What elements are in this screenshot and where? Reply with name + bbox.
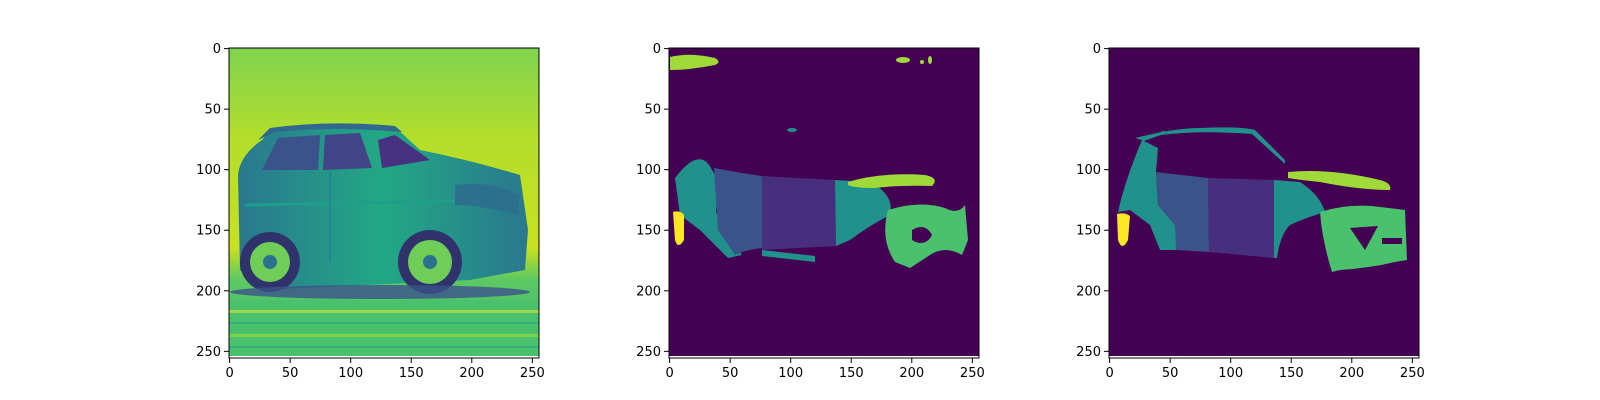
- car-roof: [258, 123, 402, 140]
- gt-part-front-door: [1208, 178, 1274, 258]
- panel-photo: [229, 48, 539, 356]
- car-window-middle: [323, 133, 372, 170]
- part-front-door: [762, 176, 836, 250]
- x-tick-label: 250: [1400, 366, 1425, 381]
- axes-frame: [228, 47, 540, 359]
- y-tick-label: 100: [1076, 163, 1101, 178]
- y-tick-label: 200: [1076, 284, 1101, 299]
- y-tick-label: 100: [636, 163, 661, 178]
- panel-predicted-mask: [669, 48, 979, 356]
- gt-part-rear-door: [1156, 172, 1209, 252]
- axes-panel-2: 0 50 100 150 200 250 0 50 100 150 200 250: [636, 42, 985, 381]
- x-tick-label: 150: [1279, 366, 1304, 381]
- axes-panel-1: 0 50 100 150 200 250 0 50 100 150 200 250: [196, 42, 545, 381]
- panel-ground-truth-mask: [1109, 48, 1419, 356]
- x-tick-label: 100: [338, 366, 363, 381]
- car-window-front: [378, 135, 430, 168]
- x-tick-label: 0: [225, 366, 233, 381]
- axes-panel-3: 0 50 100 150 200 250 0 50 100 150 200 250: [1076, 42, 1425, 381]
- y-tick-label: 0: [1093, 42, 1101, 57]
- y-tick-label: 250: [196, 345, 221, 360]
- gt-part-hood: [1288, 171, 1391, 190]
- x-tick-label: 0: [1105, 366, 1113, 381]
- x-tick-label: 150: [839, 366, 864, 381]
- x-tick-label: 250: [960, 366, 985, 381]
- y-tick-label: 100: [196, 163, 221, 178]
- y-tick-label: 0: [213, 42, 221, 57]
- x-tick-label: 200: [899, 366, 924, 381]
- y-tick-label: 200: [196, 284, 221, 299]
- y-tick-label: 150: [1076, 224, 1101, 239]
- blob-top-left: [670, 54, 719, 70]
- x-tick-label: 250: [520, 366, 545, 381]
- x-tick-label: 0: [665, 366, 673, 381]
- car-photo: [229, 123, 539, 356]
- part-tail-light: [673, 211, 684, 245]
- y-tick-label: 200: [636, 284, 661, 299]
- y-tick-label: 150: [196, 224, 221, 239]
- x-tick-label: 200: [1339, 366, 1364, 381]
- car-window-rear: [262, 135, 320, 170]
- y-tick-label: 50: [644, 103, 661, 118]
- y-tick-label: 50: [1084, 103, 1101, 118]
- x-tick-label: 150: [399, 366, 424, 381]
- y-tick-label: 250: [636, 345, 661, 360]
- y-tick-label: 0: [653, 42, 661, 57]
- x-tick-label: 50: [282, 366, 299, 381]
- gt-part-front-fender: [1274, 180, 1325, 258]
- x-tick-label: 50: [722, 366, 739, 381]
- part-front-fender: [835, 180, 891, 246]
- x-tick-label: 100: [778, 366, 803, 381]
- part-rear-door: [714, 168, 762, 255]
- y-tick-label: 250: [1076, 345, 1101, 360]
- x-tick-label: 50: [1162, 366, 1179, 381]
- y-tick-label: 150: [636, 224, 661, 239]
- axes-frame: [1108, 47, 1420, 359]
- part-hood: [848, 174, 935, 188]
- y-tick-label: 50: [204, 103, 221, 118]
- axes-frame: [668, 47, 980, 359]
- gt-part-tail-light: [1117, 213, 1130, 246]
- x-tick-label: 100: [1218, 366, 1243, 381]
- ground-texture: [229, 310, 539, 348]
- gt-part-rear-quarter: [1118, 140, 1178, 250]
- x-tick-label: 200: [459, 366, 484, 381]
